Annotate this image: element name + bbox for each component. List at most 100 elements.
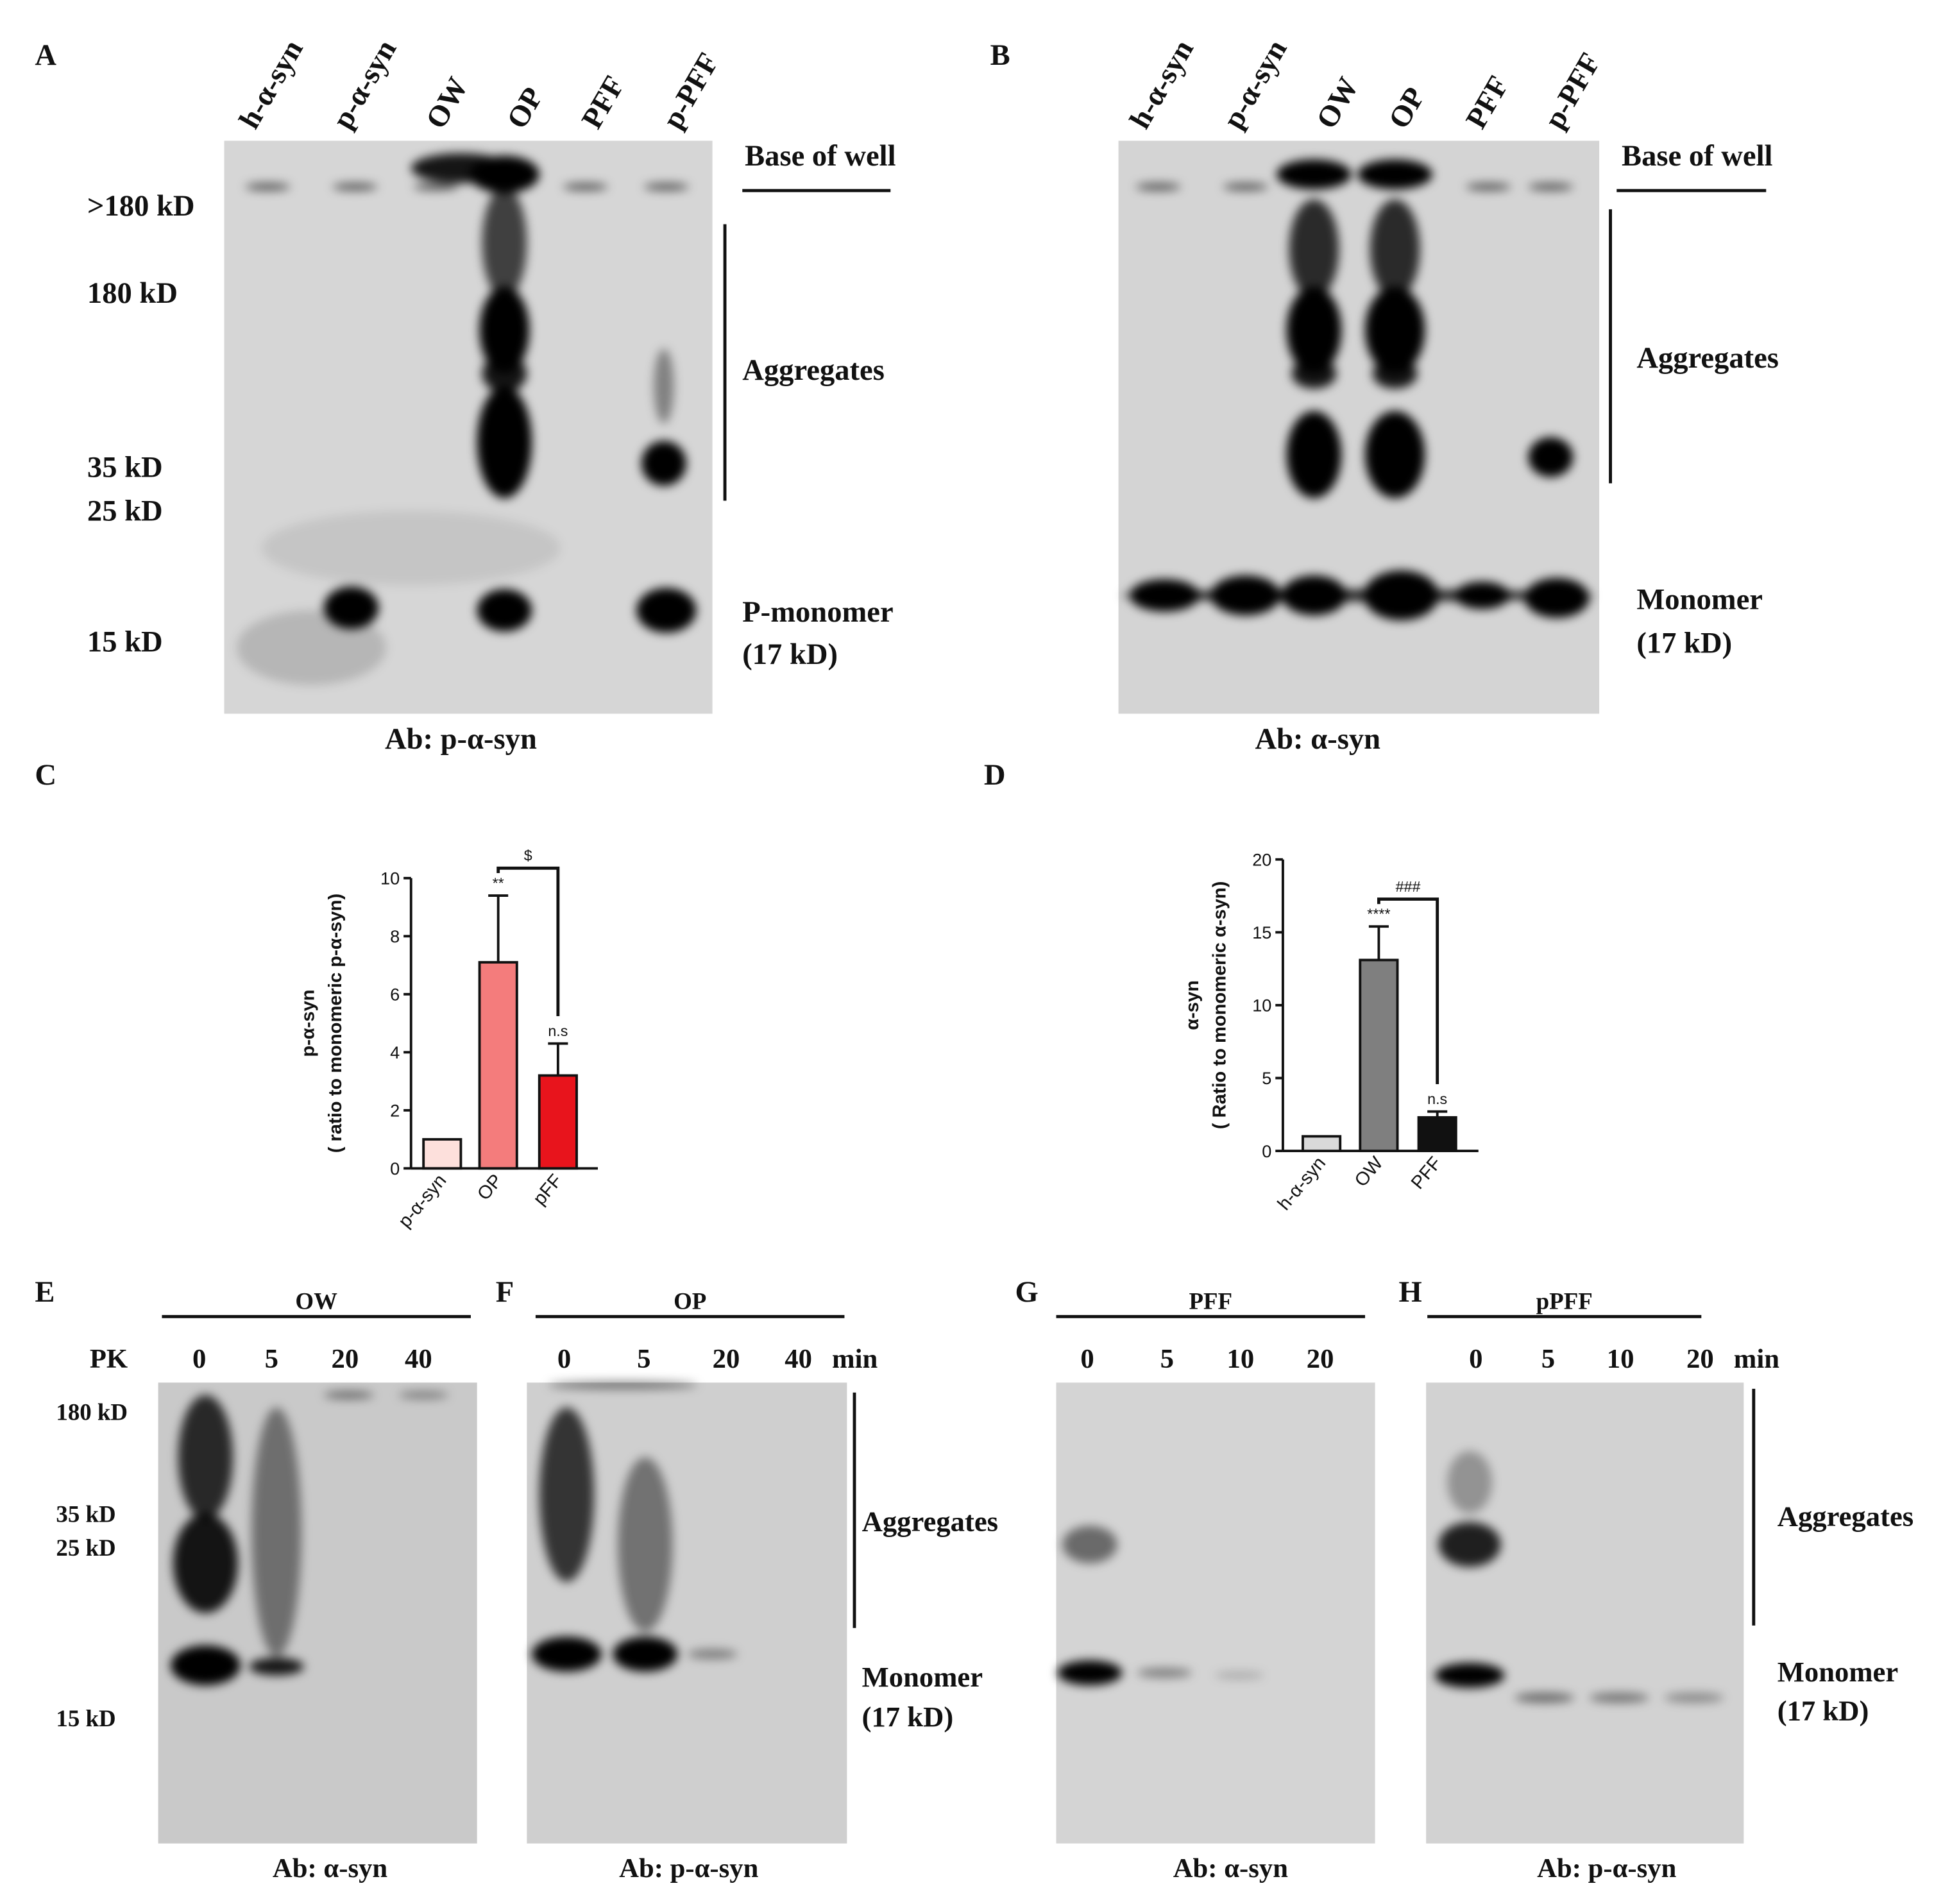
blot-bands [171, 1391, 449, 1686]
band [532, 1636, 602, 1672]
monomer-label: Monomer [1636, 582, 1763, 616]
band [1286, 286, 1342, 374]
comparison-label: $ [524, 847, 532, 864]
band [1135, 183, 1181, 191]
band [171, 1645, 241, 1686]
blot-image [224, 140, 713, 714]
monomer-size: (17 kD) [742, 638, 838, 671]
group-label: OW [295, 1288, 337, 1314]
well-label: Base of well [1622, 139, 1772, 173]
band [1357, 159, 1432, 190]
band [1289, 199, 1339, 299]
marker-label: 180 kD [56, 1398, 128, 1425]
band [249, 1658, 304, 1676]
group-label: OP [674, 1288, 706, 1314]
antibody-label: Ab: α-syn [1173, 1853, 1289, 1883]
significance-label: ** [493, 874, 504, 891]
band [236, 610, 386, 685]
time-label: 20 [1686, 1344, 1714, 1374]
x-tick-label: p-α-syn [395, 1171, 450, 1232]
band [251, 1407, 301, 1657]
band [1223, 183, 1268, 191]
band [1466, 183, 1511, 191]
blot-bands [1121, 159, 1595, 620]
time-label: 20 [713, 1344, 740, 1374]
antibody-label: Ab: α-syn [1255, 722, 1381, 756]
unit-label: min [832, 1344, 878, 1374]
band [245, 183, 291, 191]
band [1515, 1692, 1575, 1703]
comparison-bracket [496, 866, 560, 1017]
y-tick-label: 4 [390, 1042, 400, 1062]
band [636, 588, 697, 633]
blot-image [1426, 1382, 1744, 1844]
band [1372, 359, 1418, 389]
antibody-label: Ab: p-α-syn [385, 722, 537, 756]
antibody-label: Ab: p-α-syn [619, 1853, 758, 1883]
time-label: 5 [1541, 1344, 1555, 1374]
blot-bands [236, 153, 697, 685]
y-tick-label: 0 [1262, 1141, 1271, 1161]
significance-label: n.s [1427, 1091, 1447, 1107]
antibody-label: Ab: p-α-syn [1537, 1853, 1676, 1883]
lane-label: p-α-syn [1216, 34, 1293, 134]
band [178, 1395, 233, 1520]
y-axis-label: ( Ratio to monomeric α-syn) [1210, 881, 1230, 1130]
band [1438, 1522, 1501, 1567]
band [1214, 1671, 1264, 1679]
y-axis-label: ( ratio to monomeric p-α-syn) [325, 894, 346, 1153]
aggregates-label: Aggregates [1636, 341, 1779, 375]
time-label: 20 [1307, 1344, 1334, 1374]
band [1528, 183, 1574, 191]
aggregates-label: Aggregates [862, 1505, 998, 1537]
blot-background [1118, 140, 1600, 714]
blot-bands [1057, 1526, 1264, 1686]
bar [478, 961, 518, 1170]
band [548, 1381, 698, 1389]
panel-letter: G [1015, 1275, 1038, 1309]
bar [1417, 1116, 1457, 1153]
band [173, 1513, 238, 1613]
blot-image [1056, 1382, 1375, 1844]
bar [422, 1138, 462, 1170]
lane-label: OP [1382, 81, 1432, 134]
aggregates-label: Aggregates [1778, 1500, 1913, 1533]
time-label: 5 [1160, 1344, 1174, 1374]
band [1528, 437, 1574, 477]
band [1589, 1692, 1649, 1703]
significance-label: **** [1367, 906, 1390, 922]
lane-label: OP [500, 81, 550, 134]
band [398, 1391, 449, 1399]
comparison-label: ### [1396, 878, 1421, 895]
band [618, 1457, 673, 1632]
x-tick-label: pFF [529, 1171, 566, 1209]
time-label: 0 [1080, 1344, 1094, 1374]
group-label: pPFF [1536, 1288, 1593, 1314]
x-tick-label: OP [473, 1171, 507, 1205]
antibody-label: Ab: α-syn [273, 1853, 388, 1883]
comparison-bracket [1377, 897, 1439, 1085]
time-label: 20 [332, 1344, 359, 1374]
bar [538, 1074, 578, 1170]
band [477, 386, 532, 498]
blot-background [1056, 1382, 1375, 1844]
lane-label: h-α-syn [233, 34, 310, 134]
well-label: Base of well [745, 139, 895, 173]
x-tick-label: PFF [1407, 1153, 1446, 1193]
band [477, 589, 532, 632]
band [1286, 411, 1342, 498]
band [1434, 1663, 1505, 1688]
y-tick-label: 2 [390, 1100, 400, 1120]
time-label: 10 [1227, 1344, 1255, 1374]
y-tick-label: 20 [1252, 849, 1271, 869]
band [1664, 1692, 1724, 1703]
time-label: 0 [1469, 1344, 1482, 1374]
lane-label: OW [1310, 72, 1365, 135]
band [1447, 1451, 1493, 1514]
panel-letter: B [990, 38, 1010, 72]
marker-label: 35 kD [56, 1501, 115, 1527]
bar [1359, 958, 1399, 1153]
y-axis-label: p-α-syn [298, 989, 318, 1057]
band [479, 286, 530, 374]
